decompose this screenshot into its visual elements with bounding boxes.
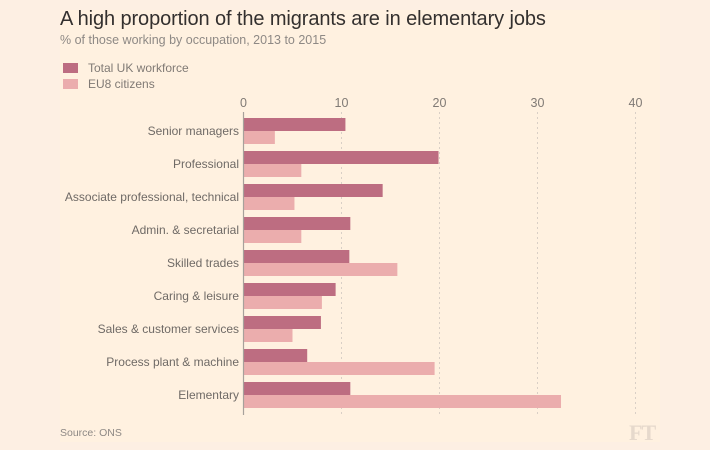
- chart-subtitle: % of those working by occupation, 2013 t…: [60, 33, 327, 47]
- bar-eu8: [243, 230, 302, 243]
- category-label: Admin. & secretarial: [132, 223, 239, 237]
- category-label: Senior managers: [148, 124, 239, 138]
- legend: Total UK workforce EU8 citizens: [63, 60, 189, 92]
- legend-label-eu8: EU8 citizens: [88, 77, 155, 91]
- legend-item-eu8: EU8 citizens: [63, 76, 189, 92]
- bar-total-uk: [243, 184, 383, 197]
- bar-eu8: [243, 296, 322, 309]
- legend-swatch-eu8: [63, 79, 78, 89]
- x-tick-label: 10: [335, 96, 349, 110]
- bar-eu8: [243, 395, 562, 408]
- legend-item-total: Total UK workforce: [63, 60, 189, 76]
- bar-total-uk: [243, 217, 351, 230]
- bar-total-uk: [243, 250, 350, 263]
- x-tick-labels: 0 10 20 30 40: [240, 96, 642, 110]
- source-note: Source: ONS: [60, 427, 122, 439]
- category-labels: Senior managers Professional Associate pro…: [65, 124, 239, 402]
- legend-label-total: Total UK workforce: [88, 61, 189, 75]
- bars: [243, 118, 562, 408]
- category-label: Process plant & machine: [106, 355, 239, 369]
- bar-eu8: [243, 329, 293, 342]
- category-label: Elementary: [178, 388, 239, 402]
- bar-eu8: [243, 164, 302, 177]
- bar-eu8: [243, 131, 275, 144]
- x-tick-label: 40: [629, 96, 643, 110]
- bar-eu8: [243, 362, 435, 375]
- bar-total-uk: [243, 151, 439, 164]
- ft-logo: FT: [629, 420, 656, 445]
- bar-total-uk: [243, 382, 351, 395]
- category-label: Skilled trades: [167, 256, 239, 270]
- x-tick-label: 20: [433, 96, 447, 110]
- category-label: Sales & customer services: [98, 322, 239, 336]
- x-tick-label: 30: [531, 96, 545, 110]
- category-label: Caring & leisure: [154, 289, 240, 303]
- chart-title: A high proportion of the migrants are in…: [60, 8, 546, 30]
- x-tick-label: 0: [240, 96, 247, 110]
- category-label: Professional: [173, 157, 239, 171]
- bar-total-uk: [243, 283, 336, 296]
- bar-total-uk: [243, 316, 321, 329]
- bar-eu8: [243, 197, 295, 210]
- category-label: Associate professional, technical: [65, 190, 239, 204]
- bar-eu8: [243, 263, 398, 276]
- legend-swatch-total: [63, 63, 78, 73]
- bar-total-uk: [243, 349, 308, 362]
- bar-total-uk: [243, 118, 346, 131]
